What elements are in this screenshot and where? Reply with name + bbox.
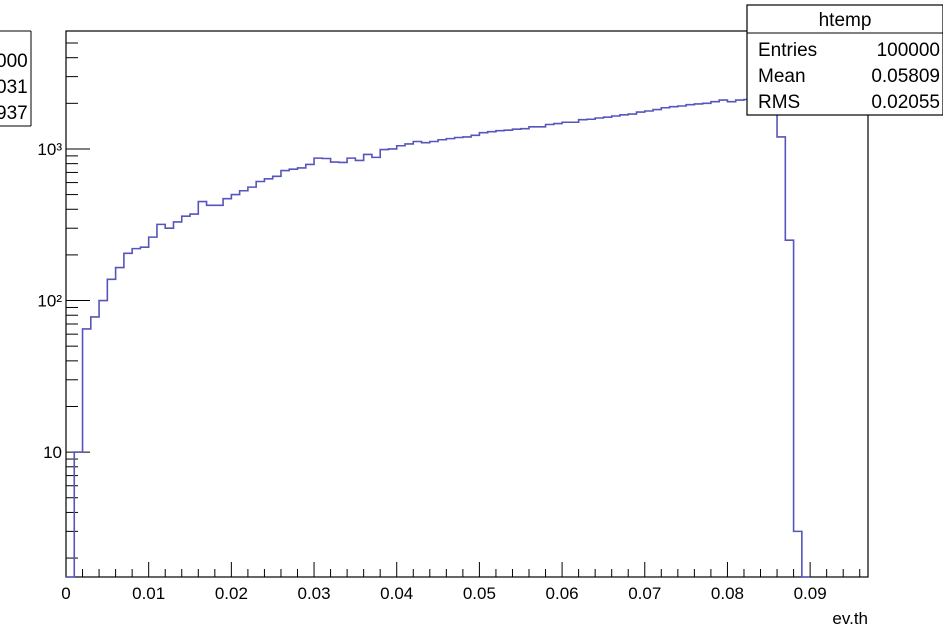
background-stats-value: 031	[0, 77, 28, 98]
x-tick-label: 0	[61, 584, 70, 603]
background-stats-value: 000	[0, 51, 28, 72]
stats-rms-value: 0.02055	[871, 92, 940, 113]
stats-box: htemp Entries 100000 Mean 0.05809 RMS 0.…	[746, 4, 943, 116]
x-tick-label: 0.06	[546, 584, 579, 603]
stats-entries-value: 100000	[877, 40, 940, 61]
stats-mean-value: 0.05809	[871, 66, 940, 87]
y-axis-minor-ticks	[66, 30, 78, 559]
x-axis-ticks	[65, 562, 861, 577]
x-tick-label: 0.07	[628, 584, 661, 603]
x-tick-label: 0.08	[711, 584, 744, 603]
stats-entries-label: Entries	[758, 40, 817, 61]
stats-box-title: htemp	[819, 10, 872, 31]
y-tick-label: 10³	[37, 140, 62, 159]
stats-box-frame	[746, 4, 943, 116]
y-tick-label: 10²	[37, 292, 62, 311]
histogram-series-line	[66, 96, 811, 578]
stats-rms-label: RMS	[758, 92, 800, 113]
x-axis-title: ev.th	[832, 609, 868, 628]
x-tick-label: 0.05	[463, 584, 496, 603]
x-tick-label: 0.04	[380, 584, 413, 603]
x-tick-label: 0.02	[215, 584, 248, 603]
x-axis-tick-labels: 0 0.01 0.02 0.03 0.04 0.05 0.06 0.07 0.08 0.09	[61, 584, 826, 603]
x-tick-label: 0.01	[132, 584, 165, 603]
plot-frame	[65, 30, 869, 578]
y-tick-label: 10	[43, 443, 62, 462]
background-stats-box: 000 031 937	[0, 30, 32, 127]
stats-mean-label: Mean	[758, 66, 806, 87]
background-stats-value: 937	[0, 103, 28, 124]
x-tick-label: 0.09	[794, 584, 827, 603]
x-tick-label: 0.03	[297, 584, 330, 603]
y-axis-tick-labels: 10 10² 10³	[37, 140, 62, 462]
